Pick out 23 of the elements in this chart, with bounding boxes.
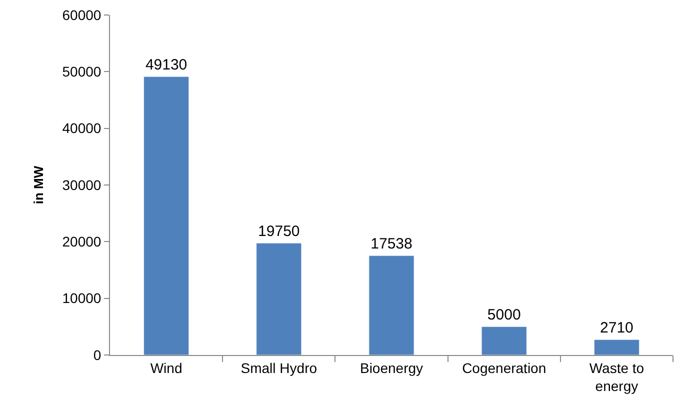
y-tick-label: 30000: [62, 176, 102, 193]
y-tick-label: 40000: [62, 120, 102, 136]
data-label: 49130: [145, 56, 188, 74]
y-tick-label: 0: [93, 346, 102, 363]
x-tick-label: Cogeneration: [462, 360, 546, 376]
data-label: 17538: [370, 236, 412, 253]
y-tick-label: 50000: [62, 64, 102, 80]
data-label: 5000: [487, 306, 521, 324]
x-tick-label: Bioenergy: [360, 360, 424, 376]
bar: [368, 255, 414, 355]
data-label: 2710: [600, 320, 634, 337]
y-tick-label: 60000: [62, 6, 102, 23]
bar: [594, 339, 640, 355]
x-tick-label: Small Hydro: [240, 360, 318, 376]
bar: [256, 242, 302, 355]
bar: [481, 326, 527, 355]
y-axis-title: in MW: [31, 165, 46, 204]
data-label: 19750: [258, 223, 300, 240]
y-tick-label: 20000: [62, 234, 102, 250]
x-tick-label: Wind: [150, 360, 182, 376]
y-tick-label: 10000: [62, 290, 102, 306]
x-tick-label: Waste to energy: [589, 360, 644, 394]
bar: [144, 76, 190, 355]
